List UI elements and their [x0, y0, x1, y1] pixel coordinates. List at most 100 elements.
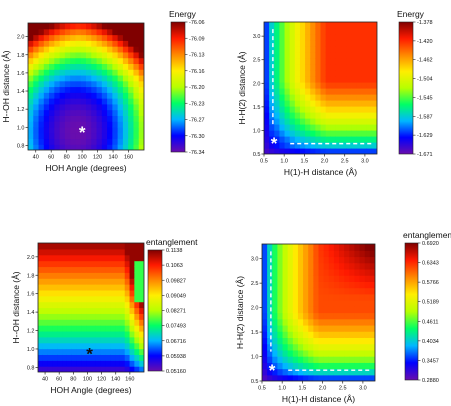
heatmap-cell [361, 70, 368, 77]
colorbar-tick-label: -1.545 [417, 95, 433, 101]
heatmap-cell [308, 374, 314, 381]
heatmap-cell [369, 343, 375, 351]
heatmap-cell [133, 34, 140, 41]
heatmap-cell [325, 58, 332, 65]
heatmap-cell [297, 250, 304, 258]
heatmap-cell [54, 138, 61, 145]
heatmap-cell [308, 312, 314, 320]
heatmap-cell [86, 92, 92, 99]
colorbar-tick-label: 0.06716 [166, 339, 186, 345]
heatmap-cell [354, 343, 361, 351]
heatmap-cell [279, 88, 286, 95]
heatmap-cell [76, 307, 82, 314]
heatmap-cell [299, 148, 306, 154]
heatmap-cell [325, 28, 332, 35]
heatmap-cell [351, 148, 358, 154]
heatmap-cell [119, 325, 126, 332]
heatmap-cell [344, 250, 350, 258]
heatmap-cell [117, 63, 124, 70]
heatmap-cell [335, 34, 342, 41]
heatmap-cell [86, 278, 92, 285]
heatmap-cell [57, 248, 63, 256]
heatmap-cell [284, 46, 291, 53]
heatmap-cell [64, 63, 71, 70]
heatmap-cell [272, 300, 279, 307]
heatmap-cell [38, 86, 45, 93]
heatmap-cell [318, 262, 325, 270]
heatmap-cell [80, 115, 87, 122]
heatmap-cell [344, 312, 350, 320]
heatmap-cell [344, 293, 350, 301]
heatmap-cell [133, 92, 140, 99]
heatmap-cell [96, 57, 103, 65]
heatmap-cell [101, 121, 108, 128]
heatmap-cell [49, 40, 55, 47]
heatmap-cell [129, 295, 135, 303]
heatmap-cell [115, 348, 121, 356]
heatmap-cell [122, 57, 129, 65]
heatmap-cell [66, 319, 73, 326]
heatmap-cell [95, 295, 102, 303]
heatmap-cell [303, 268, 309, 276]
heatmap-cell [33, 132, 40, 140]
heatmap-cell [112, 98, 119, 105]
heatmap-cell [71, 301, 78, 309]
heatmap-cell [115, 272, 121, 279]
heatmap-cell [282, 368, 289, 376]
heatmap-cell [129, 272, 135, 279]
heatmap-cell [303, 337, 309, 345]
heatmap-cell [272, 287, 279, 295]
heatmap-cell [341, 94, 347, 101]
heatmap-cell [287, 287, 294, 295]
heatmap-cell [364, 362, 371, 370]
heatmap-cell [54, 40, 61, 47]
heatmap-cell [100, 360, 107, 367]
heatmap-cell [86, 46, 92, 53]
heatmap-cell [38, 366, 44, 372]
heatmap-cell [292, 312, 299, 320]
heatmap-cell [328, 343, 335, 351]
heatmap-cell [133, 132, 140, 140]
colorbar-tick-label: -1.378 [417, 20, 433, 26]
heatmap-cell [274, 76, 281, 83]
heatmap-cell [138, 86, 144, 93]
heatmap-cell [105, 284, 111, 291]
heatmap-cell [354, 312, 361, 320]
heatmap-cell [267, 356, 273, 363]
heatmap-cell [274, 130, 281, 137]
heatmap-cell [294, 40, 301, 47]
heatmap-cell [43, 109, 50, 116]
heatmap-cell [299, 88, 306, 95]
heatmap-cell [287, 275, 294, 282]
heatmap-cell [71, 348, 78, 356]
heatmap-cell [119, 295, 126, 303]
heatmap-cell [122, 138, 129, 145]
heatmap-cell [318, 343, 325, 351]
heatmap-cell [349, 331, 356, 339]
heatmap-cell [38, 319, 44, 326]
heatmap-cell [328, 349, 335, 357]
heatmap-cell [267, 250, 273, 258]
plot-frame [261, 243, 376, 382]
heatmap-cell [344, 362, 350, 370]
heatmap-cell [371, 136, 377, 143]
heatmap-cell [341, 58, 347, 65]
heatmap-cell [101, 144, 108, 150]
heatmap-cell [279, 118, 286, 125]
x-axis-label: H(1)-H distance (Å) [282, 394, 355, 404]
heatmap-cell [57, 260, 63, 268]
heatmap-cell [320, 82, 327, 89]
heatmap-cell [330, 82, 337, 89]
heatmap-cell [112, 51, 119, 59]
heatmap-cell [356, 88, 363, 95]
heatmap-cell [91, 57, 98, 65]
heatmap-cell [344, 374, 350, 381]
heatmap-cell [330, 76, 337, 83]
heatmap-cell [71, 307, 78, 314]
heatmap-cell [366, 76, 373, 83]
y-tick-label: 1.4 [17, 89, 25, 95]
heatmap-cell [349, 312, 356, 320]
heatmap-cell [292, 275, 299, 282]
heatmap-cell [138, 126, 144, 134]
heatmap-cell [86, 307, 92, 314]
